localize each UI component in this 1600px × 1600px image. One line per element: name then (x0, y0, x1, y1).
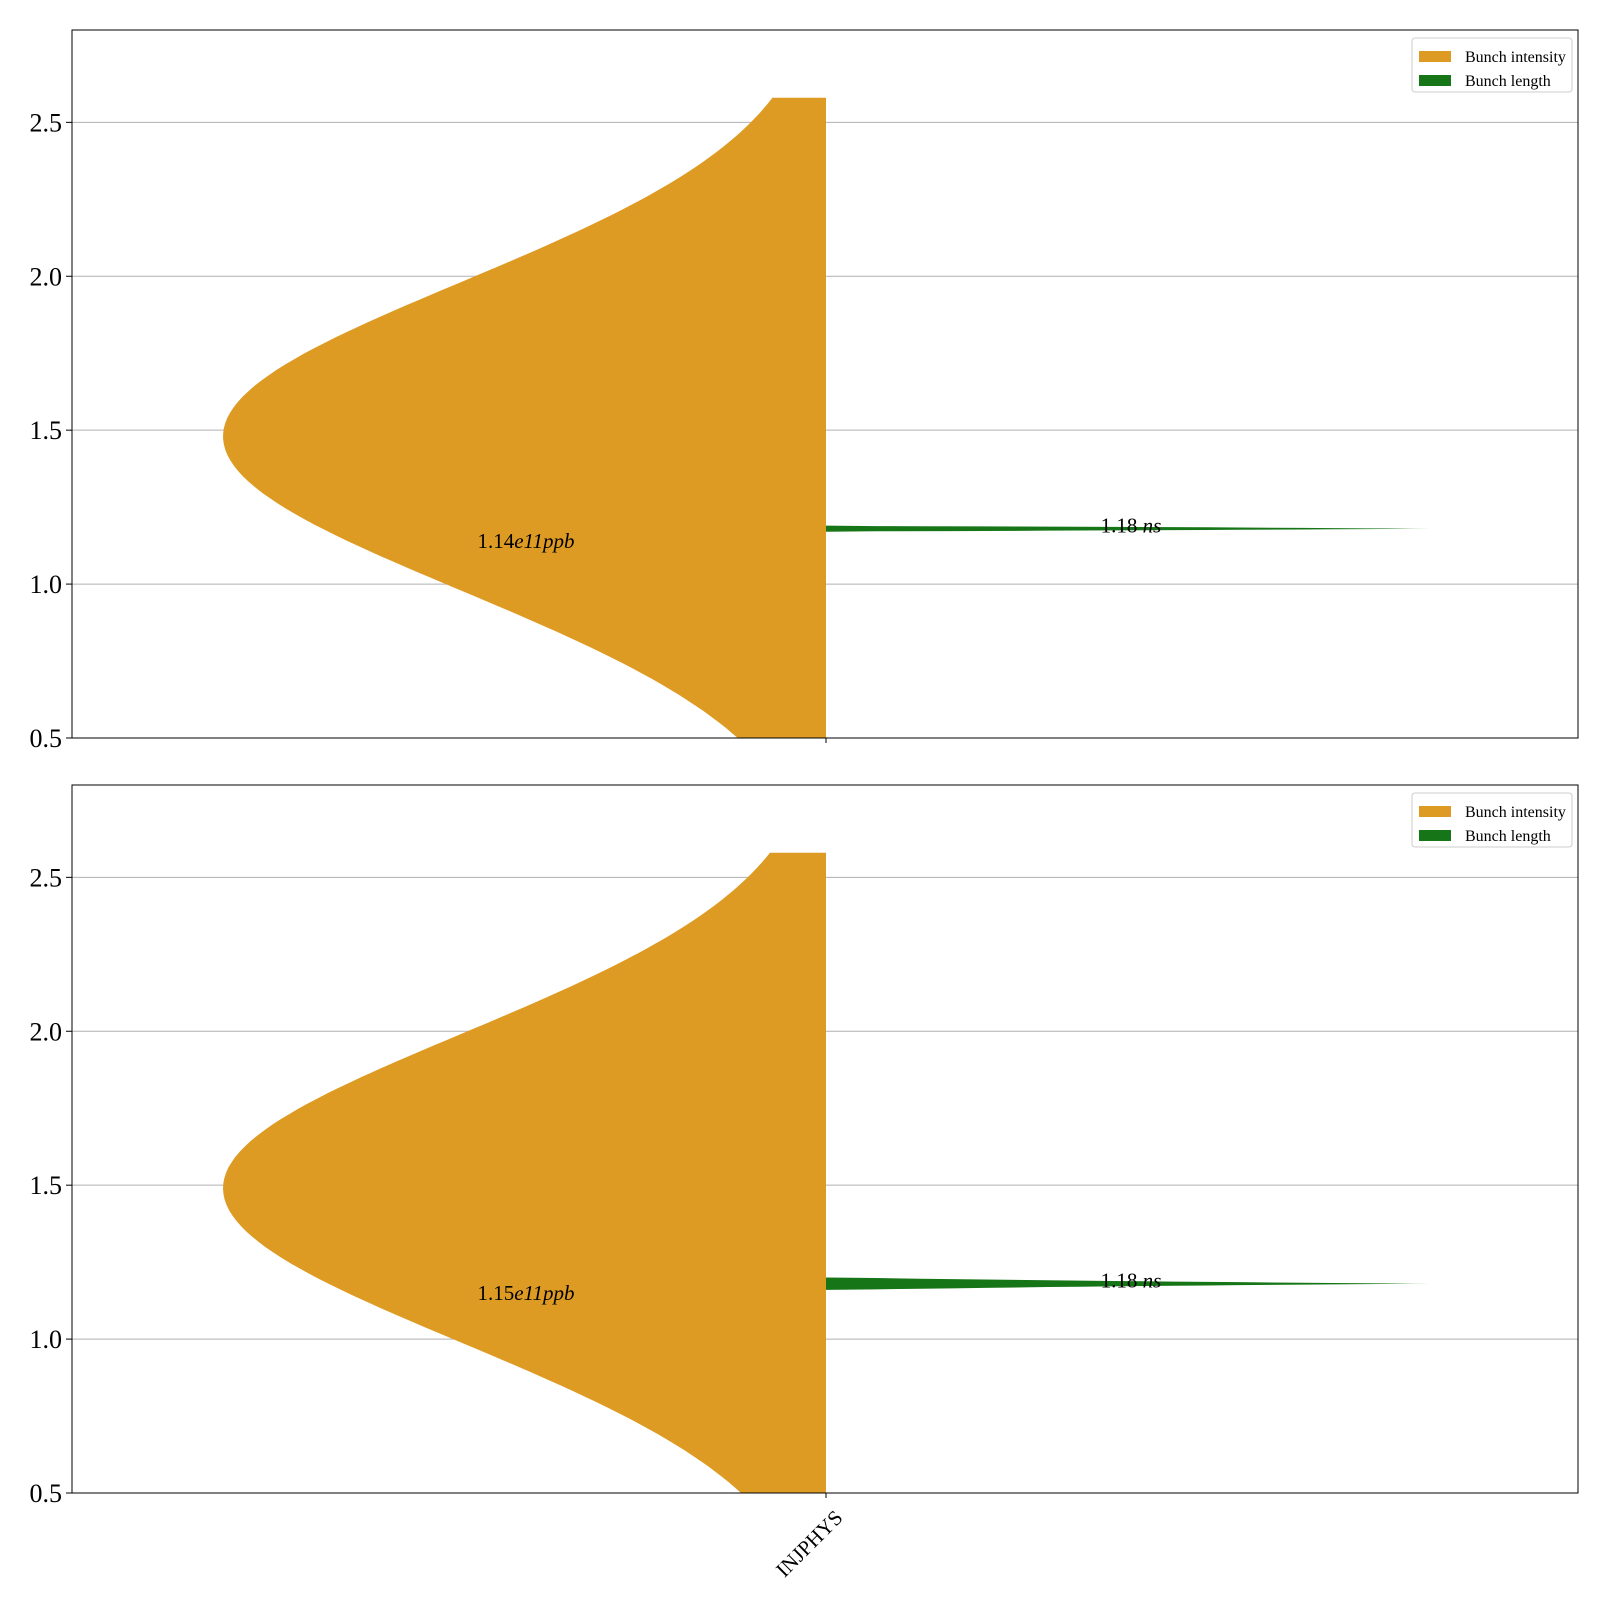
legend: Bunch intensity Bunch length (1411, 37, 1573, 93)
legend-label: Bunch intensity (1465, 49, 1566, 66)
annotation-exponent: e11 (514, 1281, 543, 1305)
y-tick-label: 1.5 (30, 1171, 63, 1200)
y-tick-label: 1.5 (30, 416, 63, 445)
x-tick-label: INJPHYS (771, 1505, 847, 1581)
violins (223, 852, 1430, 1493)
y-tick-label: 2.5 (30, 863, 63, 892)
annotation-unit: ns (1143, 514, 1162, 538)
annotation-value: 1.18 (1101, 514, 1143, 538)
legend-swatch (1419, 51, 1451, 62)
y-tick-label: 2.0 (30, 1017, 63, 1046)
chart-panel-1: 0.5 1.0 1.5 2.0 2.5 1.14e11ppb 1.18 ns Bunch in… (30, 29, 1579, 753)
annotation-exponent: e11 (514, 529, 543, 553)
legend-box (1411, 792, 1573, 848)
legend-box (1411, 37, 1573, 93)
axes-frame (71, 29, 1579, 739)
annotation-value: 1.18 (1101, 1269, 1143, 1293)
legend-swatch (1419, 806, 1451, 817)
violin-bunch-intensity (223, 852, 826, 1493)
y-tick-label: 0.5 (30, 724, 63, 753)
annotation-unit: ns (1143, 1269, 1162, 1293)
violin-bunch-length (826, 525, 1430, 532)
violin-bunch-length (826, 1277, 1430, 1290)
annotation-bunch-intensity: 1.15e11ppb (477, 1281, 574, 1305)
legend-label: Bunch length (1465, 73, 1551, 90)
chart-panel-2: 0.5 1.0 1.5 2.0 2.5 1.15e11ppb 1.18 ns Bunch in… (30, 784, 1579, 1582)
annotation-bunch-length: 1.18 ns (1101, 514, 1162, 538)
legend-swatch (1419, 75, 1451, 86)
violin-bunch-intensity (223, 97, 827, 738)
y-tick-label: 1.0 (30, 1325, 63, 1354)
annotation-value: 1.15 (477, 1281, 514, 1305)
y-tick-label: 2.0 (30, 262, 63, 291)
y-tick-label: 0.5 (30, 1479, 63, 1508)
annotation-unit: ppb (541, 529, 575, 553)
annotation-bunch-length: 1.18 ns (1101, 1269, 1162, 1293)
annotation-value: 1.14 (477, 529, 514, 553)
axes-frame (71, 784, 1579, 1494)
y-tick-label: 1.0 (30, 570, 63, 599)
annotation-bunch-intensity: 1.14e11ppb (477, 529, 574, 553)
legend-swatch (1419, 830, 1451, 841)
annotation-unit: ppb (541, 1281, 575, 1305)
y-tick-label: 2.5 (30, 108, 63, 137)
violins (223, 97, 1430, 738)
legend-label: Bunch length (1465, 828, 1551, 845)
legend: Bunch intensity Bunch length (1411, 792, 1573, 848)
legend-label: Bunch intensity (1465, 804, 1566, 821)
